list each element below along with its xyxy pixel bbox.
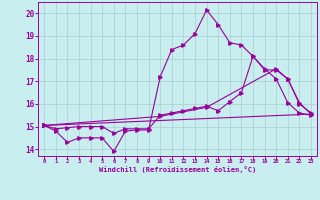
X-axis label: Windchill (Refroidissement éolien,°C): Windchill (Refroidissement éolien,°C) bbox=[99, 166, 256, 173]
